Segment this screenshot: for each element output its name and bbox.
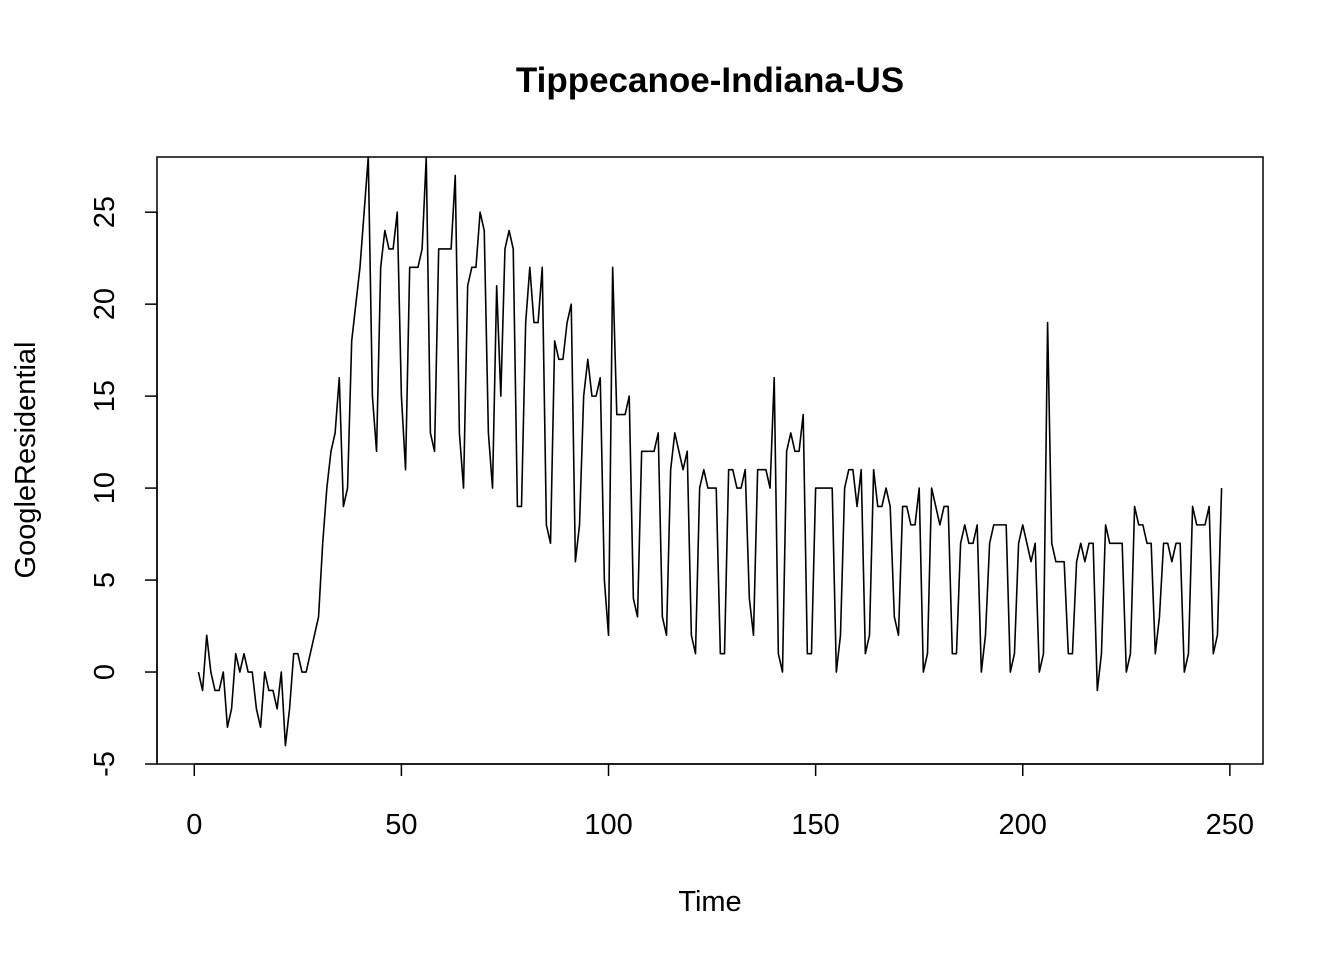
y-axis: -5 0 5 10 15 20 25 xyxy=(89,196,158,777)
x-tick-label: 50 xyxy=(385,809,417,841)
y-tick-label: 0 xyxy=(89,664,121,680)
y-tick-label: 20 xyxy=(89,288,121,320)
x-axis: 0 50 100 150 200 250 xyxy=(186,763,1254,841)
y-tick-label: 5 xyxy=(89,572,121,588)
series-layer xyxy=(197,156,1223,747)
x-axis-label: Time xyxy=(678,886,741,918)
y-axis-label: GoogleResidential xyxy=(10,342,42,579)
x-tick-label: 100 xyxy=(584,809,632,841)
y-tick-label: 25 xyxy=(89,196,121,228)
x-tick-label: 200 xyxy=(999,809,1047,841)
y-tick-label: 10 xyxy=(89,472,121,504)
series-line xyxy=(197,156,1223,747)
x-tick-label: 250 xyxy=(1206,809,1254,841)
y-tick-label: -5 xyxy=(89,751,121,777)
x-tick-label: 150 xyxy=(791,809,839,841)
y-tick-label: 15 xyxy=(89,380,121,412)
x-tick-label: 0 xyxy=(186,809,202,841)
chart-title: Tippecanoe-Indiana-US xyxy=(516,61,904,100)
